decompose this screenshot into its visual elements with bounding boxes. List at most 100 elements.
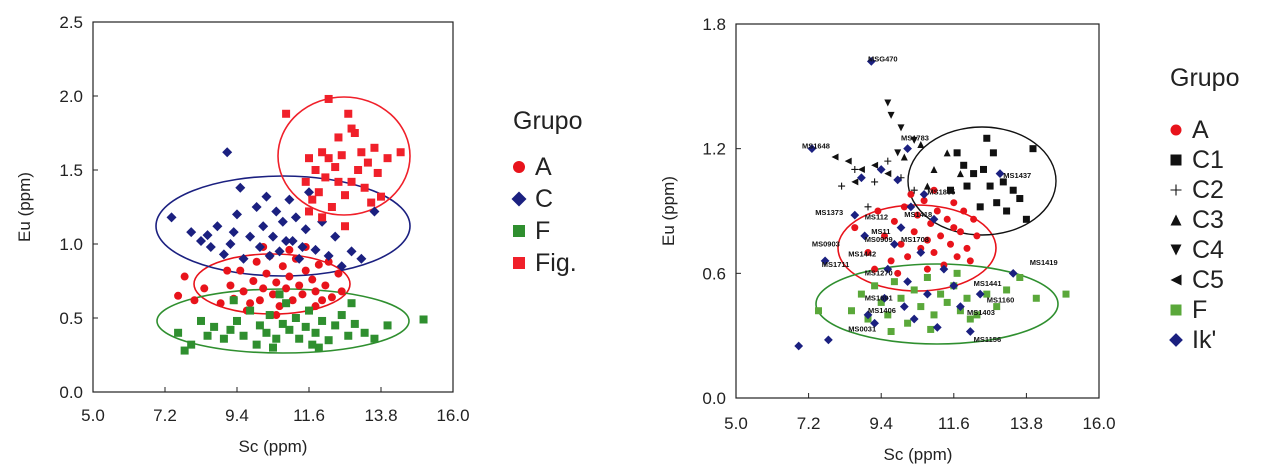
point-f bbox=[226, 325, 235, 334]
point-c3 bbox=[900, 153, 908, 161]
point-c3 bbox=[930, 165, 938, 173]
point-f bbox=[197, 316, 205, 325]
point-c bbox=[261, 191, 272, 202]
point-f bbox=[360, 328, 369, 337]
point-a bbox=[943, 215, 951, 223]
legend-label-c: C bbox=[535, 185, 553, 213]
point-fig bbox=[373, 168, 382, 177]
legend-label-ik: Ik' bbox=[1192, 326, 1216, 354]
point-f bbox=[953, 269, 961, 277]
y-axis-label-right: Eu (ppm) bbox=[659, 176, 678, 246]
point-a bbox=[871, 265, 879, 273]
point-a bbox=[907, 190, 915, 198]
point-f bbox=[337, 311, 346, 320]
point-a bbox=[923, 236, 931, 244]
point-ik bbox=[903, 144, 912, 154]
point-f bbox=[857, 290, 865, 298]
point-a bbox=[334, 269, 343, 278]
point-c bbox=[232, 209, 242, 220]
x-tick-label: 9.4 bbox=[869, 414, 893, 433]
point-f bbox=[1016, 273, 1024, 281]
point-f bbox=[877, 298, 885, 306]
sample-label: MS1441 bbox=[974, 279, 1002, 288]
point-c1 bbox=[976, 203, 984, 211]
point-ik bbox=[975, 289, 985, 299]
point-f bbox=[887, 328, 895, 336]
point-c1 bbox=[1016, 195, 1024, 203]
point-fig bbox=[311, 166, 320, 174]
point-ik bbox=[932, 322, 942, 332]
point-f bbox=[187, 340, 196, 349]
point-f bbox=[347, 299, 356, 308]
legend-marker-c3 bbox=[1170, 214, 1182, 226]
point-a bbox=[966, 257, 974, 265]
point-c bbox=[196, 236, 206, 247]
plot-frame-right bbox=[735, 23, 1100, 399]
point-fig bbox=[347, 177, 356, 186]
point-a bbox=[308, 275, 317, 284]
point-a bbox=[947, 240, 954, 248]
point-f bbox=[318, 316, 327, 325]
point-a bbox=[259, 284, 268, 293]
point-a bbox=[910, 228, 918, 236]
point-c2 bbox=[864, 203, 872, 211]
point-ik bbox=[890, 239, 899, 249]
point-a bbox=[285, 272, 294, 281]
point-a bbox=[923, 265, 931, 273]
point-a bbox=[180, 272, 189, 281]
point-a bbox=[249, 277, 258, 285]
legend-label-c4: C4 bbox=[1192, 236, 1224, 264]
point-f bbox=[923, 273, 931, 281]
point-c bbox=[218, 249, 229, 260]
x-tick-label: 5.0 bbox=[724, 414, 748, 433]
sample-label: MS1783 bbox=[901, 133, 929, 142]
y-tick-label: 0.5 bbox=[59, 309, 83, 328]
point-ik bbox=[860, 231, 870, 241]
point-f bbox=[314, 343, 323, 352]
point-fig bbox=[331, 163, 340, 172]
y-tick-label: 1.0 bbox=[59, 235, 83, 254]
point-ik bbox=[903, 277, 912, 287]
point-ik bbox=[1008, 268, 1018, 278]
point-ik bbox=[820, 256, 830, 266]
point-c3 bbox=[917, 141, 925, 149]
point-a bbox=[953, 253, 961, 261]
point-c bbox=[330, 231, 341, 242]
legend-marker-c1 bbox=[1170, 154, 1182, 166]
point-f bbox=[278, 319, 287, 328]
point-f bbox=[917, 303, 925, 311]
point-c bbox=[323, 250, 334, 261]
point-a bbox=[255, 296, 264, 305]
point-a bbox=[295, 281, 304, 290]
legend-label-c3: C3 bbox=[1192, 206, 1224, 234]
sample-label: MS1442 bbox=[848, 250, 876, 259]
x-tick-label: 16.0 bbox=[436, 406, 469, 425]
point-f bbox=[180, 346, 189, 355]
legend-label-c1: C1 bbox=[1192, 146, 1224, 174]
y-tick-label: 0.0 bbox=[702, 389, 726, 408]
point-a bbox=[216, 299, 225, 308]
point-f bbox=[383, 321, 392, 330]
point-c1 bbox=[986, 182, 994, 190]
point-fig bbox=[350, 129, 359, 137]
point-c1 bbox=[980, 165, 987, 173]
point-c bbox=[300, 224, 311, 235]
x-tick-label: 7.2 bbox=[797, 414, 821, 433]
sample-label: MS1403 bbox=[967, 308, 995, 317]
point-c4 bbox=[894, 149, 902, 157]
point-a bbox=[275, 302, 284, 311]
point-c1 bbox=[947, 186, 954, 194]
point-fig bbox=[324, 94, 333, 103]
point-fig bbox=[318, 213, 327, 222]
point-a bbox=[190, 296, 199, 305]
point-a bbox=[318, 296, 327, 305]
point-a bbox=[324, 257, 333, 266]
point-c bbox=[274, 246, 285, 257]
legend-label-fig: Fig. bbox=[535, 249, 577, 277]
point-f bbox=[993, 303, 1001, 311]
point-a bbox=[285, 245, 294, 254]
point-fig bbox=[377, 192, 385, 201]
point-a bbox=[950, 199, 958, 207]
sample-label: MSG470 bbox=[868, 54, 898, 63]
point-fig bbox=[396, 148, 405, 157]
